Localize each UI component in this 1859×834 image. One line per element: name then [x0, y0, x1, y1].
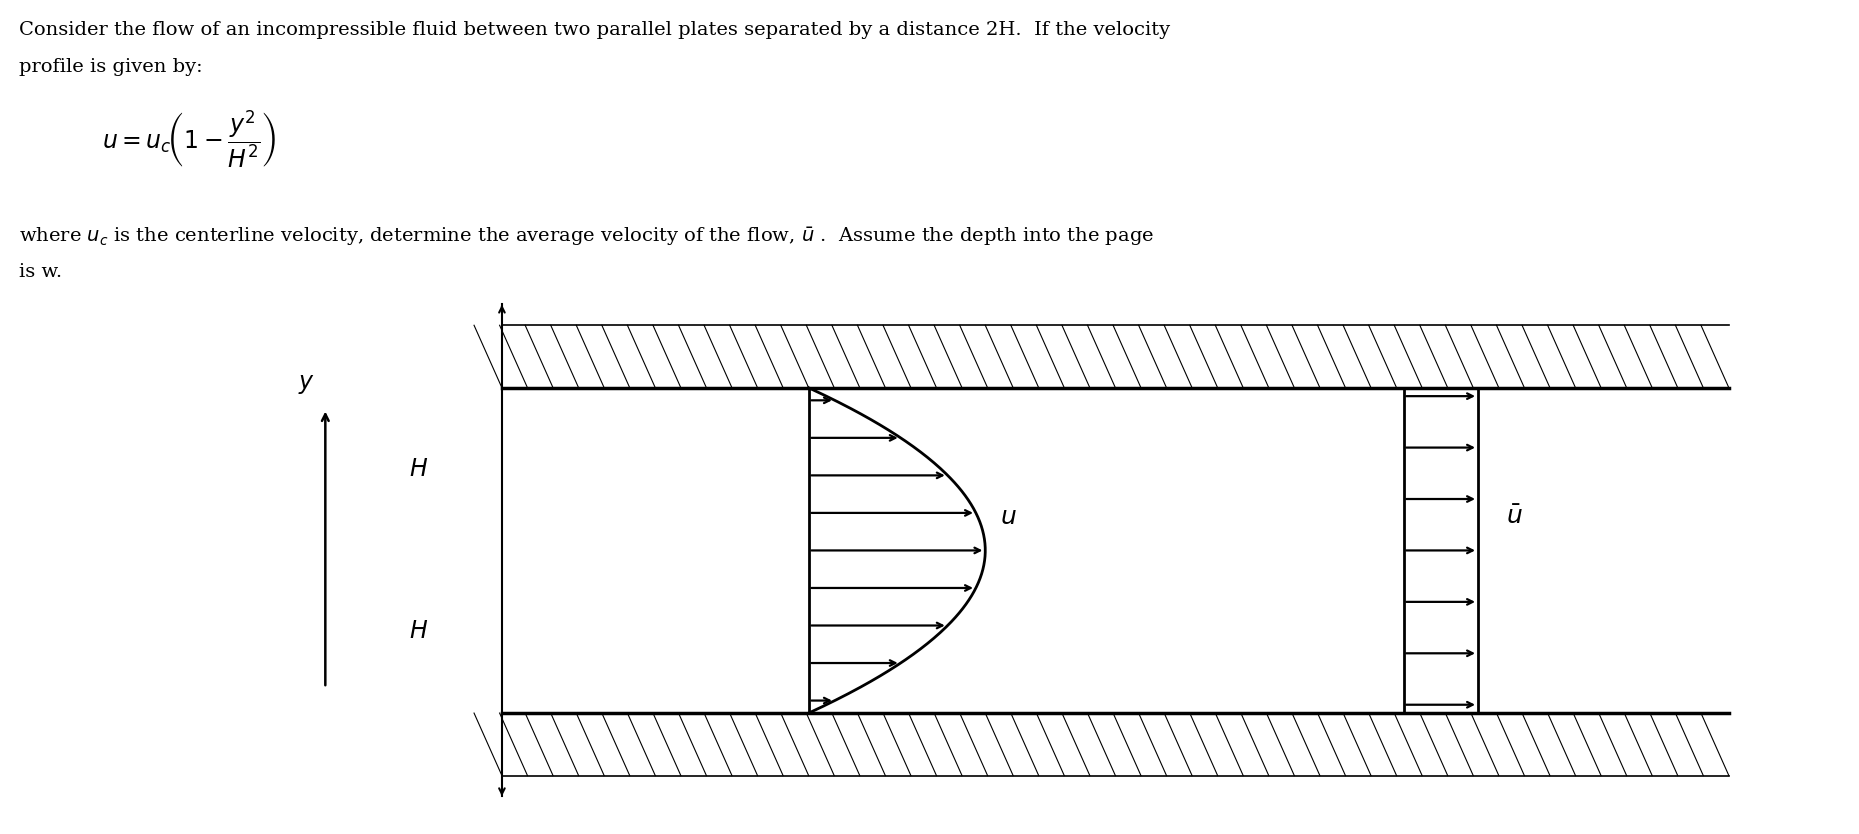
Text: $u = u_c\!\left(1 - \dfrac{y^2}{H^2}\right)$: $u = u_c\!\left(1 - \dfrac{y^2}{H^2}\rig…: [102, 108, 277, 170]
Text: where $u_c$ is the centerline velocity, determine the average velocity of the fl: where $u_c$ is the centerline velocity, …: [19, 225, 1154, 248]
Text: $y$: $y$: [297, 373, 316, 396]
Text: is w.: is w.: [19, 263, 61, 281]
Text: $H$: $H$: [409, 458, 428, 480]
Text: $\bar{u}$: $\bar{u}$: [1506, 505, 1523, 529]
Text: Consider the flow of an incompressible fluid between two parallel plates separat: Consider the flow of an incompressible f…: [19, 21, 1169, 39]
Text: $u$: $u$: [1000, 505, 1017, 529]
Text: $H$: $H$: [409, 620, 428, 643]
Text: profile is given by:: profile is given by:: [19, 58, 203, 77]
